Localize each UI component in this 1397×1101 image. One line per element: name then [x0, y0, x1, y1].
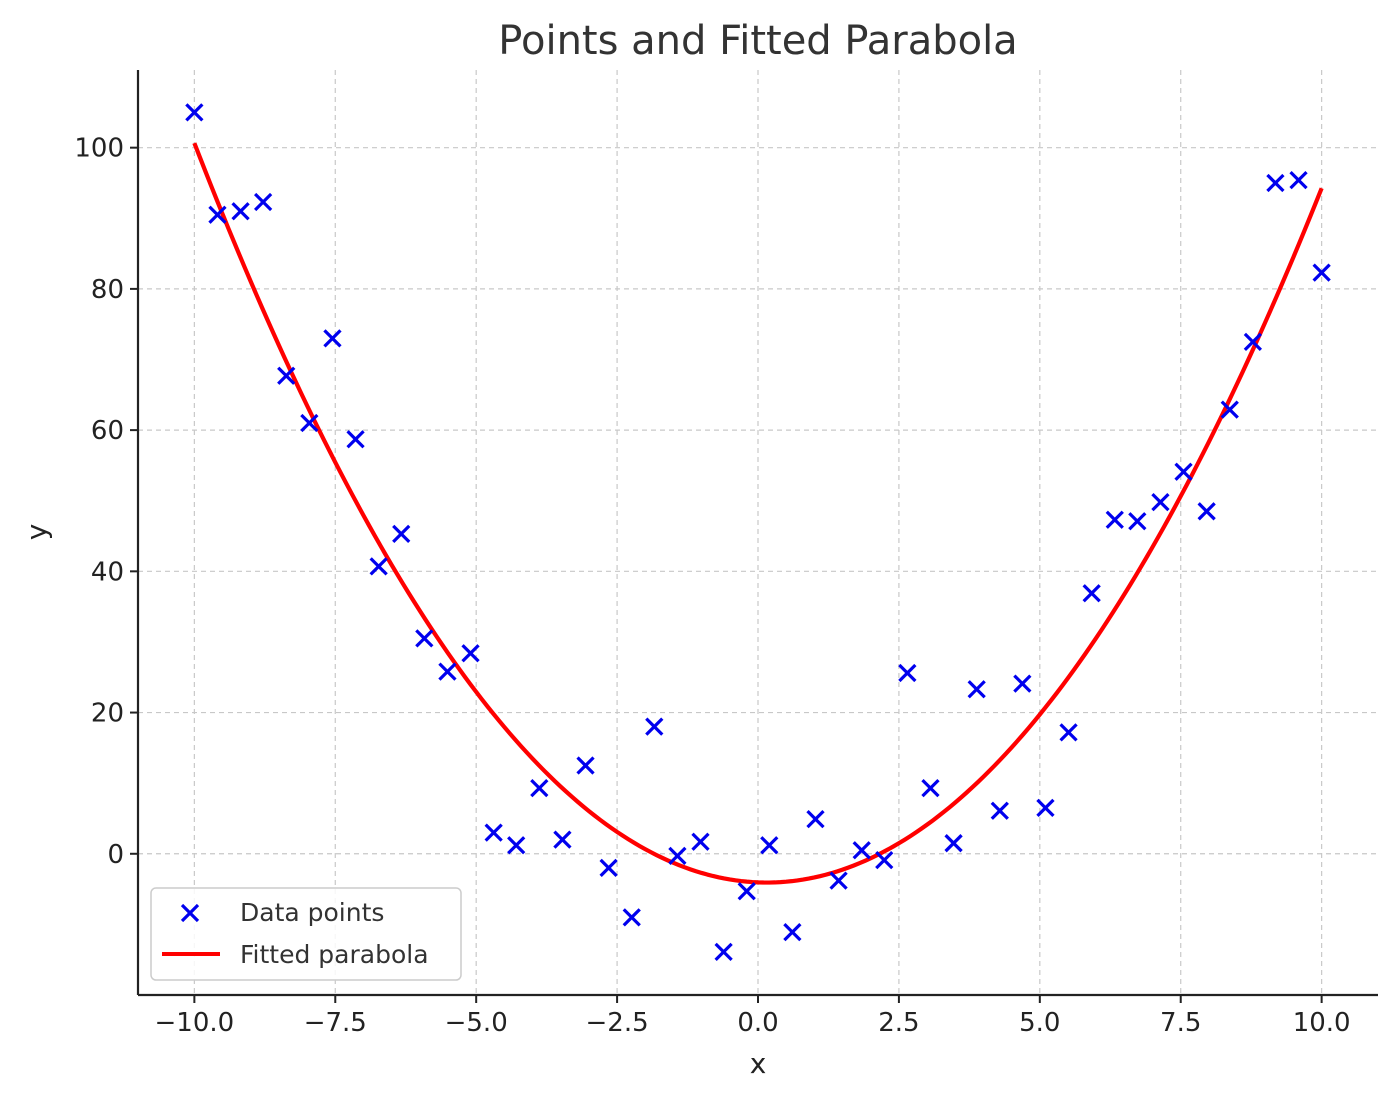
data-point — [576, 756, 595, 775]
y-tick-label: 40 — [91, 557, 124, 587]
x-tick-label: 7.5 — [1160, 1008, 1201, 1038]
data-point — [967, 680, 986, 699]
data-point — [1266, 173, 1285, 193]
data-point — [829, 871, 848, 890]
y-tick-label: 60 — [91, 416, 124, 446]
y-tick-label: 100 — [74, 134, 124, 164]
data-point — [1013, 674, 1032, 693]
data-point — [1220, 400, 1239, 419]
data-point — [1312, 263, 1331, 282]
x-tick-label: 5.0 — [1019, 1008, 1060, 1038]
y-axis-title: y — [20, 524, 53, 541]
data-point — [346, 430, 365, 449]
x-tick-label: 0.0 — [737, 1008, 778, 1038]
data-point — [806, 810, 825, 829]
data-point — [944, 834, 963, 853]
data-point — [438, 662, 457, 681]
data-point — [1174, 462, 1193, 481]
x-tick-label: −10.0 — [155, 1008, 235, 1038]
data-point — [415, 629, 434, 648]
x-tick-label: −7.5 — [304, 1008, 367, 1038]
x-tick-label: −5.0 — [445, 1008, 508, 1038]
data-point — [852, 841, 871, 860]
data-point — [553, 830, 572, 849]
legend-marker-data-points — [180, 903, 200, 923]
data-point — [875, 851, 894, 870]
data-point — [599, 858, 618, 878]
x-axis-title: x — [750, 1047, 767, 1080]
data-point — [622, 908, 641, 927]
data-points-layer — [185, 103, 1331, 962]
data-point — [1105, 510, 1124, 529]
data-point — [1059, 723, 1078, 742]
chart-title: Points and Fitted Parabola — [498, 18, 1017, 64]
data-point — [208, 205, 227, 224]
data-point — [231, 202, 250, 221]
data-point — [921, 778, 940, 798]
x-tick-label: 10.0 — [1293, 1008, 1351, 1038]
y-tick-label: 20 — [91, 699, 124, 729]
data-point — [369, 557, 388, 576]
legend-label-data-points: Data points — [240, 898, 384, 927]
data-point — [691, 832, 710, 851]
data-point — [1128, 512, 1147, 531]
data-point — [783, 923, 802, 942]
y-tick-label: 0 — [107, 840, 124, 870]
data-point — [1082, 584, 1101, 603]
data-point — [1151, 493, 1170, 512]
data-point — [1197, 502, 1216, 521]
data-point — [714, 942, 733, 962]
data-point — [990, 801, 1009, 820]
x-tick-label: 2.5 — [878, 1008, 919, 1038]
data-point — [898, 663, 917, 683]
data-point — [668, 846, 687, 866]
data-point — [737, 882, 756, 901]
data-point — [323, 329, 342, 348]
grid — [138, 70, 1378, 995]
y-tick-label: 80 — [91, 275, 124, 305]
data-point — [185, 103, 204, 122]
legend: Data points Fitted parabola — [150, 887, 462, 981]
data-point — [645, 717, 664, 736]
fitted-parabola-line — [192, 142, 1324, 885]
data-point — [461, 644, 480, 663]
data-point — [1036, 798, 1055, 818]
data-point — [760, 836, 779, 855]
data-point — [1289, 171, 1308, 190]
data-point — [507, 836, 526, 855]
data-point — [484, 823, 503, 842]
legend-label-fitted-parabola: Fitted parabola — [240, 940, 429, 969]
data-point — [277, 366, 296, 385]
data-point — [300, 413, 319, 433]
data-point — [392, 524, 411, 544]
data-point — [1243, 332, 1263, 351]
fitted-parabola-layer — [192, 142, 1324, 885]
data-point — [253, 192, 273, 212]
x-tick-label: −2.5 — [586, 1008, 649, 1038]
ticks: −10.0 −7.5 −5.0 −2.5 0.0 2.5 5.0 7.5 10.0 0 20 40 60… — [74, 134, 1350, 1038]
legend-box — [150, 887, 462, 981]
data-point — [530, 778, 549, 798]
